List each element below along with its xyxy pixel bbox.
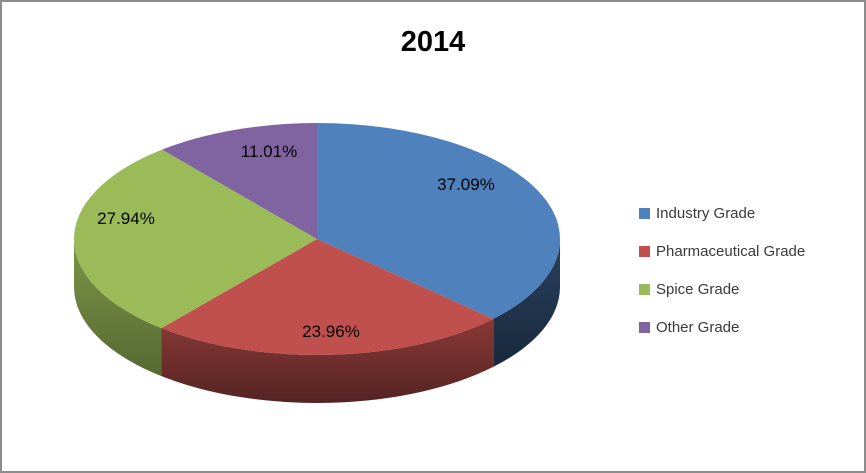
slice-label-spice-grade: 27.94%: [97, 209, 155, 228]
legend-marker-spice-grade-icon: [639, 283, 650, 295]
pie-slice-side-spice-grade: [74, 239, 162, 377]
pie-slice-spice-grade: [74, 149, 317, 329]
legend-marker-pharmaceutical-grade-icon: [639, 245, 650, 257]
slice-label-pharmaceutical-grade: 23.96%: [302, 322, 360, 341]
pie-slice-pharmaceutical-grade: [161, 239, 494, 355]
legend-marker-other-grade-icon: [639, 321, 650, 333]
legend-label: Spice Grade: [656, 280, 740, 298]
pie-slice-other-grade: [161, 123, 317, 239]
legend: Industry Grade Pharmaceutical Grade Spic…: [639, 194, 805, 346]
pie-slice-side-industry-grade: [493, 239, 560, 367]
slice-label-other-grade: 11.01%: [240, 142, 298, 161]
legend-item-spice-grade: Spice Grade: [639, 270, 805, 308]
pie-slice-side-pharmaceutical-grade: [161, 318, 494, 403]
legend-item-other-grade: Other Grade: [639, 308, 805, 346]
chart-title: 2014: [400, 26, 466, 58]
pie-slice-industry-grade: [317, 123, 560, 319]
slice-label-industry-grade: 37.09%: [437, 175, 495, 194]
legend-label: Pharmaceutical Grade: [656, 242, 806, 260]
legend-item-pharmaceutical-grade: Pharmaceutical Grade: [639, 232, 805, 270]
legend-marker-industry-grade-icon: [639, 207, 650, 219]
legend-label: Other Grade: [656, 318, 740, 336]
legend-label: Industry Grade: [656, 204, 756, 222]
legend-item-industry-grade: Industry Grade: [639, 194, 805, 232]
